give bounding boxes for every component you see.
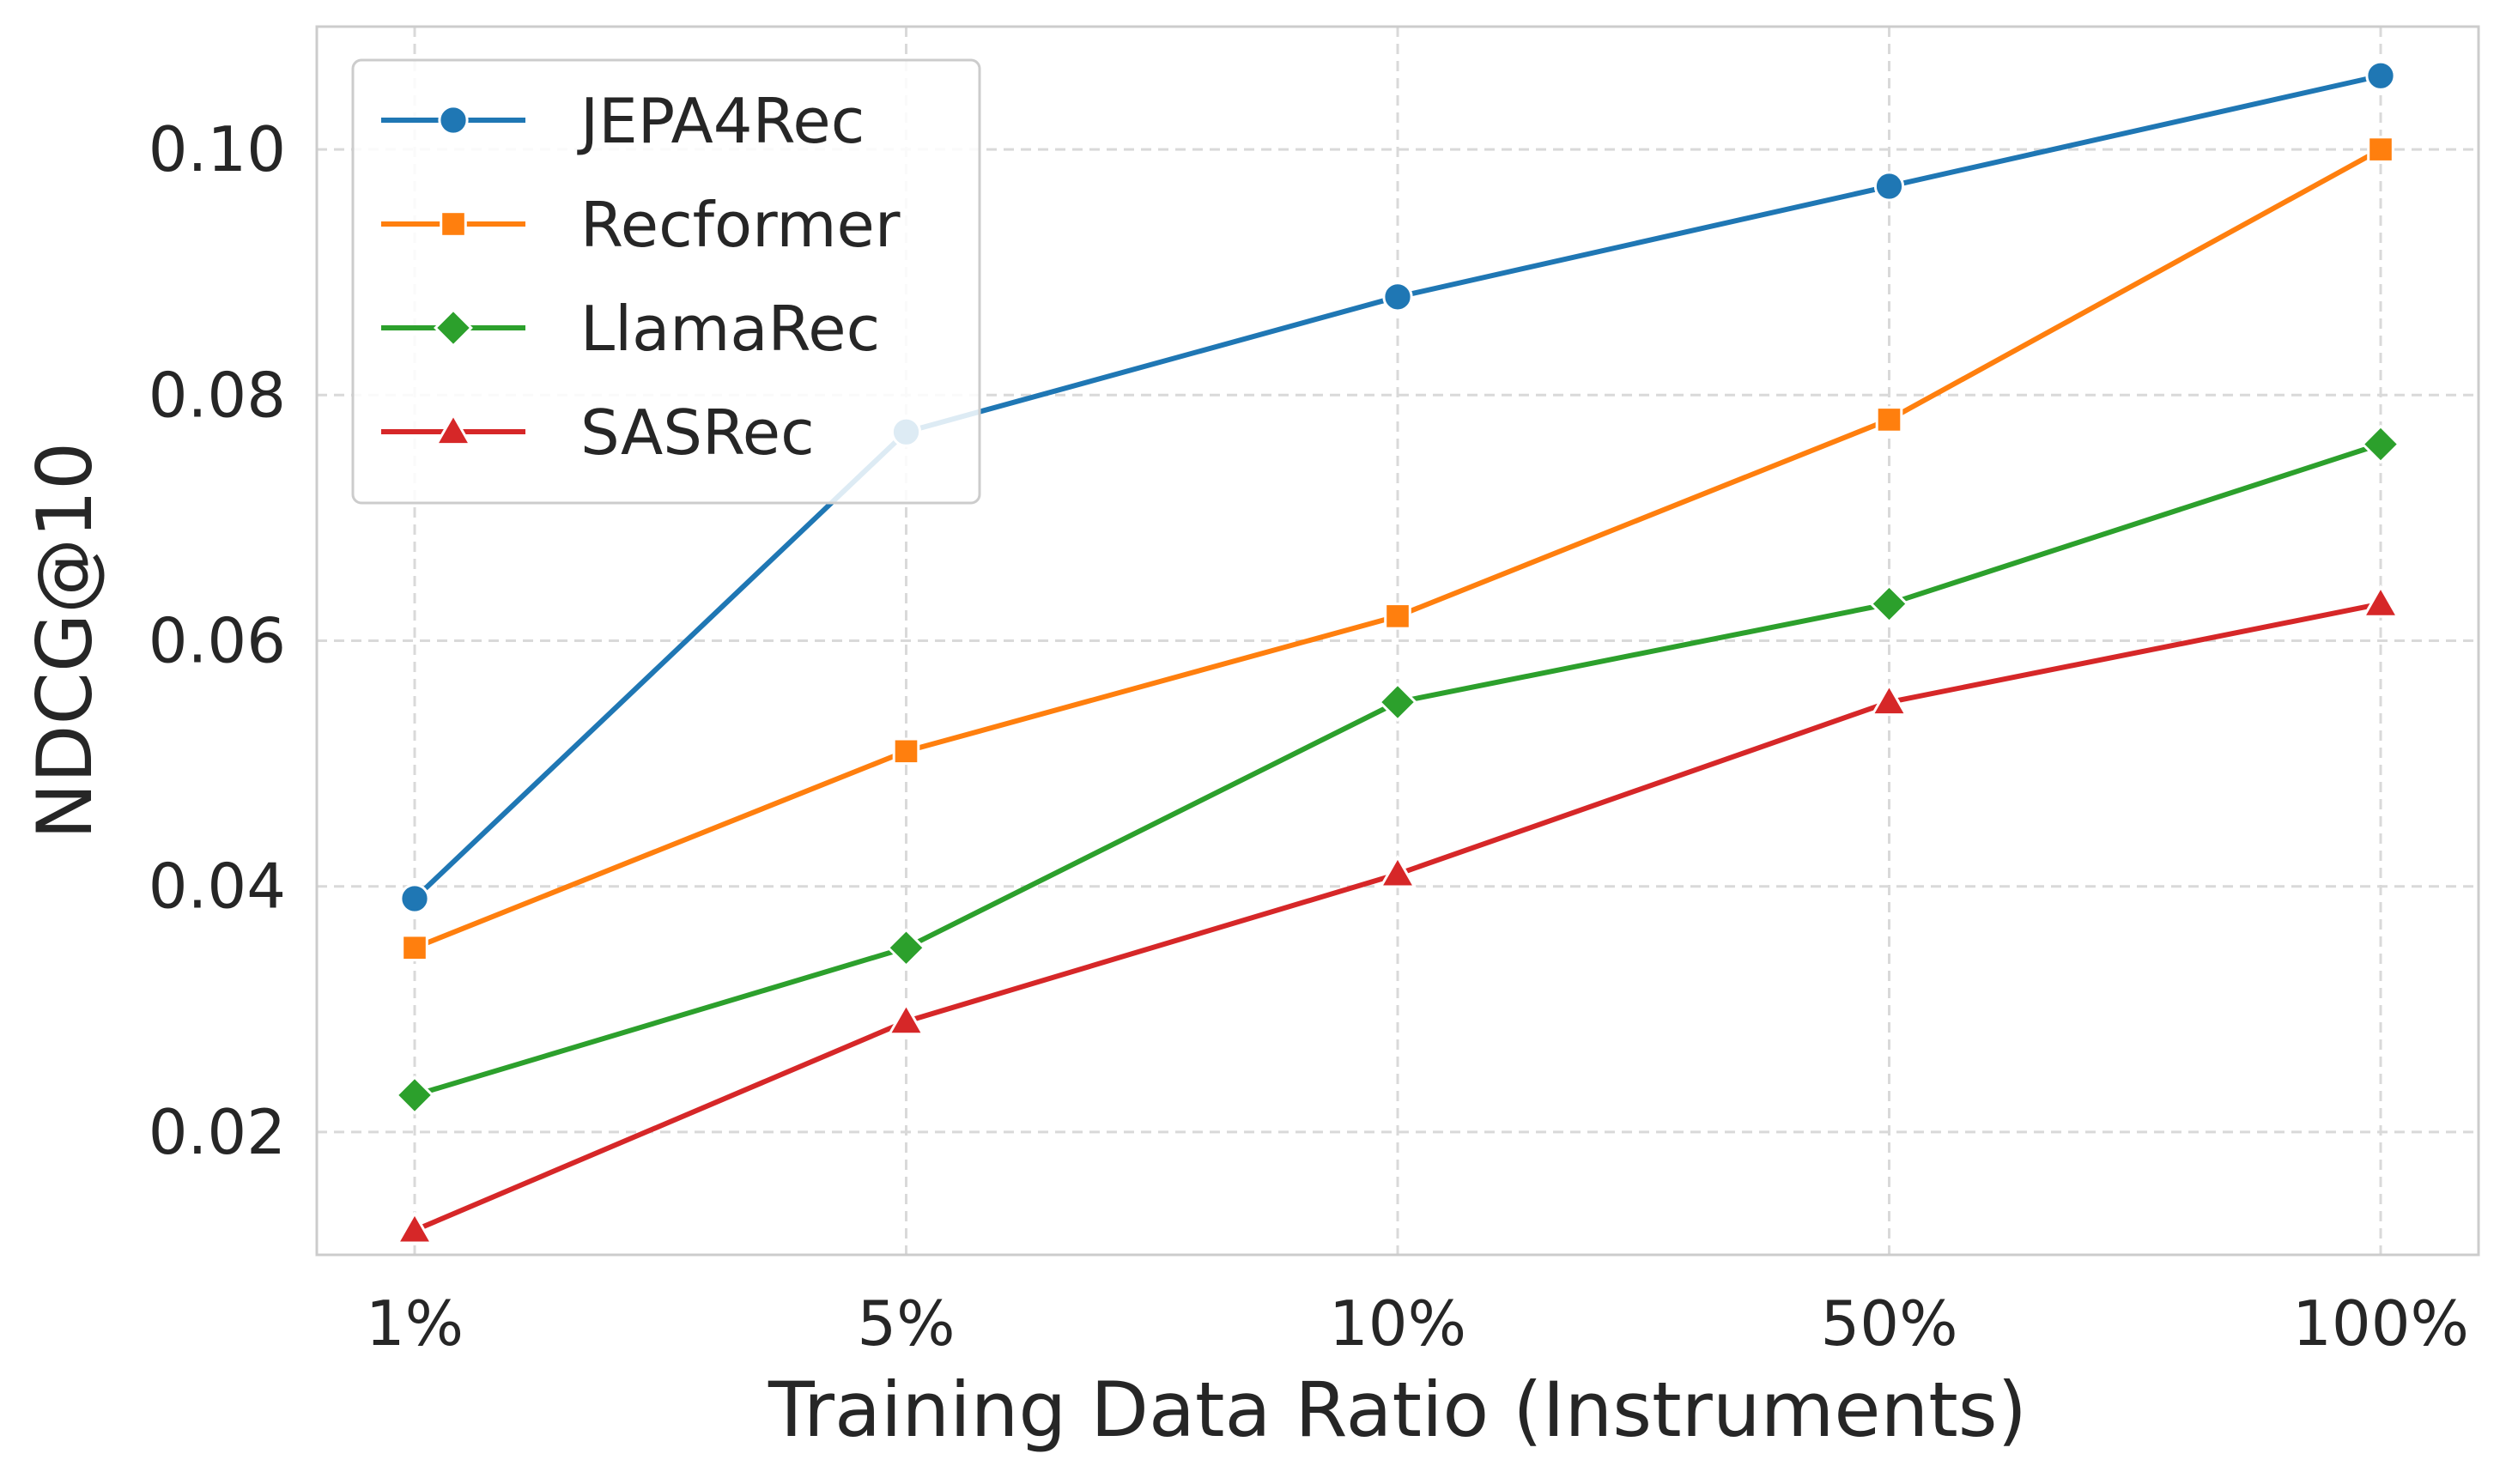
data-point-sasrec (395, 1210, 434, 1245)
series-llamarec (395, 424, 2400, 1115)
y-tick-label: 0.04 (149, 851, 286, 923)
legend-marker-jepa4rec (438, 105, 469, 136)
x-axis-ticks: 1% 5% 10% 50% 100% (366, 1287, 2469, 1360)
data-point-sasrec (1870, 682, 1908, 717)
legend-item-sasrec: SASRec (381, 397, 815, 469)
series-recformer (401, 136, 2394, 962)
legend: JEPA4Rec Recformer LlamaRec SASRec (351, 58, 981, 505)
data-point-jepa4rec (399, 883, 430, 914)
legend-label-recformer: Recformer (580, 189, 901, 261)
y-tick-label: 0.02 (149, 1096, 286, 1168)
data-point-jepa4rec (2365, 60, 2396, 91)
data-point-recformer (1384, 603, 1411, 630)
legend-item-jepa4rec: JEPA4Rec (381, 85, 865, 157)
y-axis-title: NDCG@10 (21, 442, 109, 839)
data-point-llamarec (2361, 424, 2400, 464)
y-axis-ticks: 0.02 0.04 0.06 0.08 0.10 (149, 113, 286, 1168)
data-point-sasrec (2361, 585, 2400, 618)
y-tick-label: 0.08 (149, 359, 286, 431)
plot-frame (315, 25, 2480, 1257)
data-point-recformer (2367, 136, 2394, 163)
legend-item-recformer: Recformer (381, 189, 901, 261)
legend-marker-recformer (440, 210, 467, 238)
data-point-llamarec (395, 1075, 434, 1115)
data-point-recformer (401, 934, 428, 962)
x-axis-title: Training Data Ratio (Instruments) (768, 1366, 2027, 1454)
legend-label-jepa4rec: JEPA4Rec (577, 85, 865, 157)
legend-marker-llamarec (434, 308, 473, 348)
legend-label-llamarec: LlamaRec (580, 293, 880, 365)
series-layer (395, 60, 2400, 1245)
x-tick-label: 100% (2292, 1287, 2469, 1360)
data-point-llamarec (1378, 682, 1417, 722)
data-point-jepa4rec (1382, 282, 1413, 312)
x-tick-label: 1% (366, 1287, 464, 1360)
x-tick-label: 5% (857, 1287, 955, 1360)
data-point-llamarec (886, 928, 926, 968)
series-sasrec (395, 585, 2400, 1245)
data-point-jepa4rec (1873, 171, 1905, 202)
x-tick-label: 10% (1329, 1287, 1466, 1360)
data-point-llamarec (1869, 584, 1909, 624)
x-tick-label: 50% (1820, 1287, 1957, 1360)
y-tick-label: 0.10 (149, 113, 286, 185)
y-tick-label: 0.06 (149, 605, 286, 677)
data-point-sasrec (887, 1002, 925, 1036)
data-point-sasrec (1378, 854, 1417, 888)
legend-item-llamarec: LlamaRec (381, 293, 880, 365)
data-point-recformer (1875, 406, 1903, 433)
legend-box (351, 58, 981, 505)
data-point-recformer (892, 737, 920, 766)
legend-marker-sasrec (434, 412, 473, 446)
legend-label-sasrec: SASRec (580, 397, 815, 469)
